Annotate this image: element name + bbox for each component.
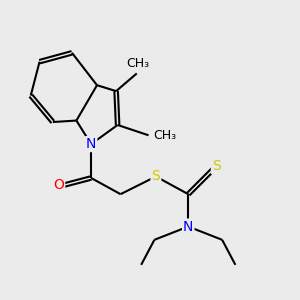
Text: N: N xyxy=(183,220,194,234)
Text: O: O xyxy=(53,178,64,192)
Text: CH₃: CH₃ xyxy=(126,57,149,70)
Text: S: S xyxy=(152,169,160,184)
Text: S: S xyxy=(212,159,220,173)
Text: N: N xyxy=(86,137,96,151)
Text: CH₃: CH₃ xyxy=(153,129,176,142)
